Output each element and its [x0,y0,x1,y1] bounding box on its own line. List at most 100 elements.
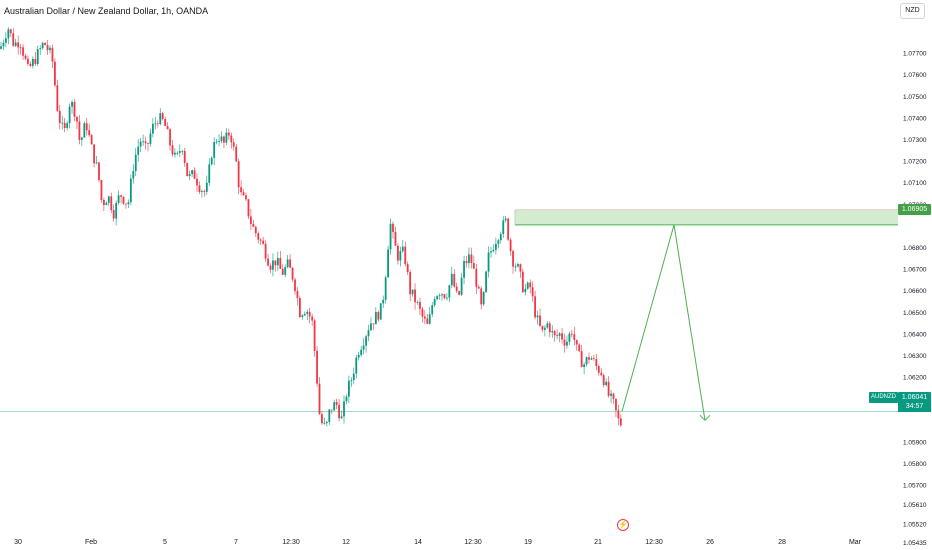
candle-down [279,258,282,269]
candle-up [411,289,414,295]
candle-up [485,271,487,293]
candle-up [188,174,191,176]
candle-down [203,191,206,192]
candle-down [531,287,534,297]
candle-up [191,170,193,175]
time-axis-label: 21 [594,539,602,546]
candle-down [76,116,78,122]
candle-down [453,273,456,287]
candle-down [602,375,605,386]
candle-up [137,146,140,155]
candle-down [252,223,255,227]
candle-up [132,171,135,179]
candle-up [176,152,179,154]
price-axis-label: 1.05900 [903,439,927,446]
candle-down [509,239,512,252]
candle-down [166,126,169,130]
candle-down [156,123,159,125]
candle-down [556,335,559,337]
candle-down [78,121,81,140]
currency-button[interactable]: NZD [900,3,925,19]
candle-down [313,320,316,351]
candle-down [257,233,260,240]
candle-up [205,182,208,192]
candle-up [401,246,404,252]
candle-down [237,161,240,188]
candle-up [379,303,382,320]
candle-up [174,152,176,155]
candle-down [29,63,32,66]
projection-arrowhead [699,414,711,422]
candle-down [318,383,321,415]
candle-up [139,141,142,147]
candle-down [472,263,475,269]
candle-down [161,113,164,120]
candle-down [264,243,267,259]
candle-down [24,55,27,59]
candle-down [193,170,196,179]
time-axis-label: 7 [234,539,238,546]
candle-down [321,414,323,424]
candle-down [561,333,563,340]
candle-down [600,372,603,376]
candle-up [568,333,571,342]
candle-up [367,330,370,337]
candle-down [227,132,230,136]
candle-up [323,423,326,424]
candle-up [328,409,331,422]
resistance-zone [515,209,898,225]
candle-up [450,273,453,286]
candle-up [210,157,213,165]
candle-up [325,421,328,424]
candle-up [487,252,490,272]
candle-up [178,151,181,153]
candle-down [100,180,103,201]
candle-up [387,249,389,278]
candle-up [201,191,203,192]
candle-up [374,312,377,325]
candle-down [578,344,581,352]
candle-down [27,58,29,64]
candle-down [235,146,238,162]
candle-down [169,129,171,146]
price-axis-label: 1.06600 [903,288,927,295]
candle-down [110,196,113,211]
candle-down [296,291,299,299]
candle-up [590,358,593,360]
candle-up [433,299,436,306]
candle-down [122,196,125,204]
price-axis-label: 1.06800 [903,245,927,252]
candle-up [583,364,585,368]
candle-up [80,137,83,140]
candle-up [49,47,51,51]
candle-down [521,271,524,293]
lightning-bolt-icon[interactable]: ⚡ [617,519,629,531]
candle-down [54,61,56,86]
candle-up [546,323,549,328]
candle-down [269,265,272,270]
candle-down [22,47,24,56]
candle-up [215,141,218,143]
candle-up [431,305,434,315]
candle-up [5,38,7,43]
candle-down [426,318,429,324]
candle-down [394,231,397,246]
candle-up [39,48,42,50]
candle-up [127,202,130,205]
candle-up [482,292,485,305]
candle-up [610,393,612,396]
candle-up [504,218,507,221]
candle-down [397,245,399,261]
price-axis-label: 1.07200 [903,159,927,166]
candle-down [316,350,318,384]
candle-down [563,339,566,346]
candle-up [495,243,497,250]
candle-up [436,296,438,300]
candle-up [117,195,120,203]
candle-down [12,33,15,46]
candle-down [470,254,473,264]
candle-down [245,195,247,200]
candle-up [149,133,152,144]
